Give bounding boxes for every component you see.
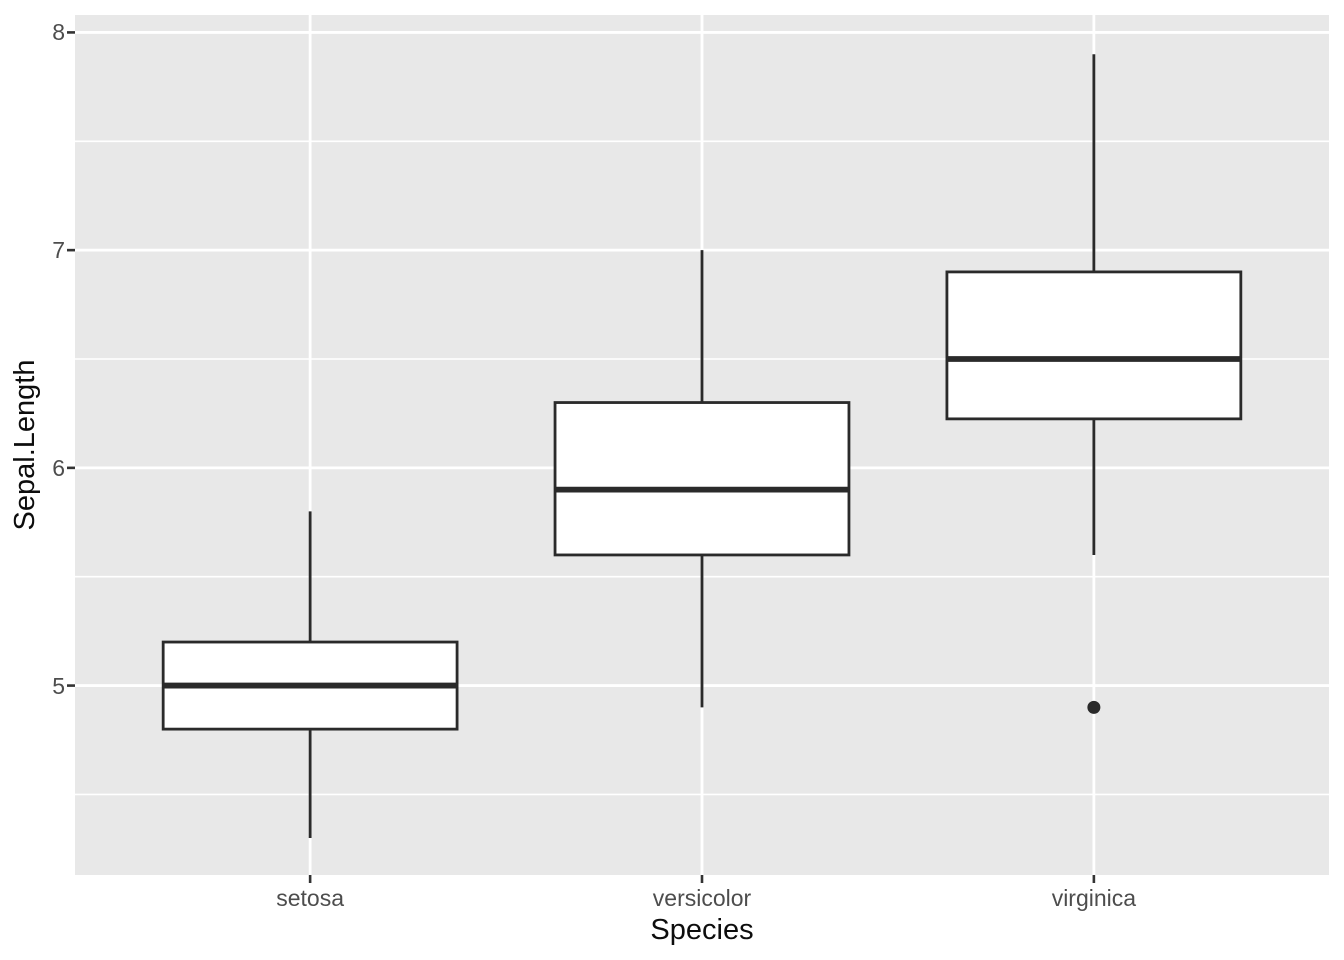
- boxplot-box: [945, 270, 1243, 421]
- outlier-point: [1087, 700, 1101, 714]
- boxplot-box: [553, 401, 851, 557]
